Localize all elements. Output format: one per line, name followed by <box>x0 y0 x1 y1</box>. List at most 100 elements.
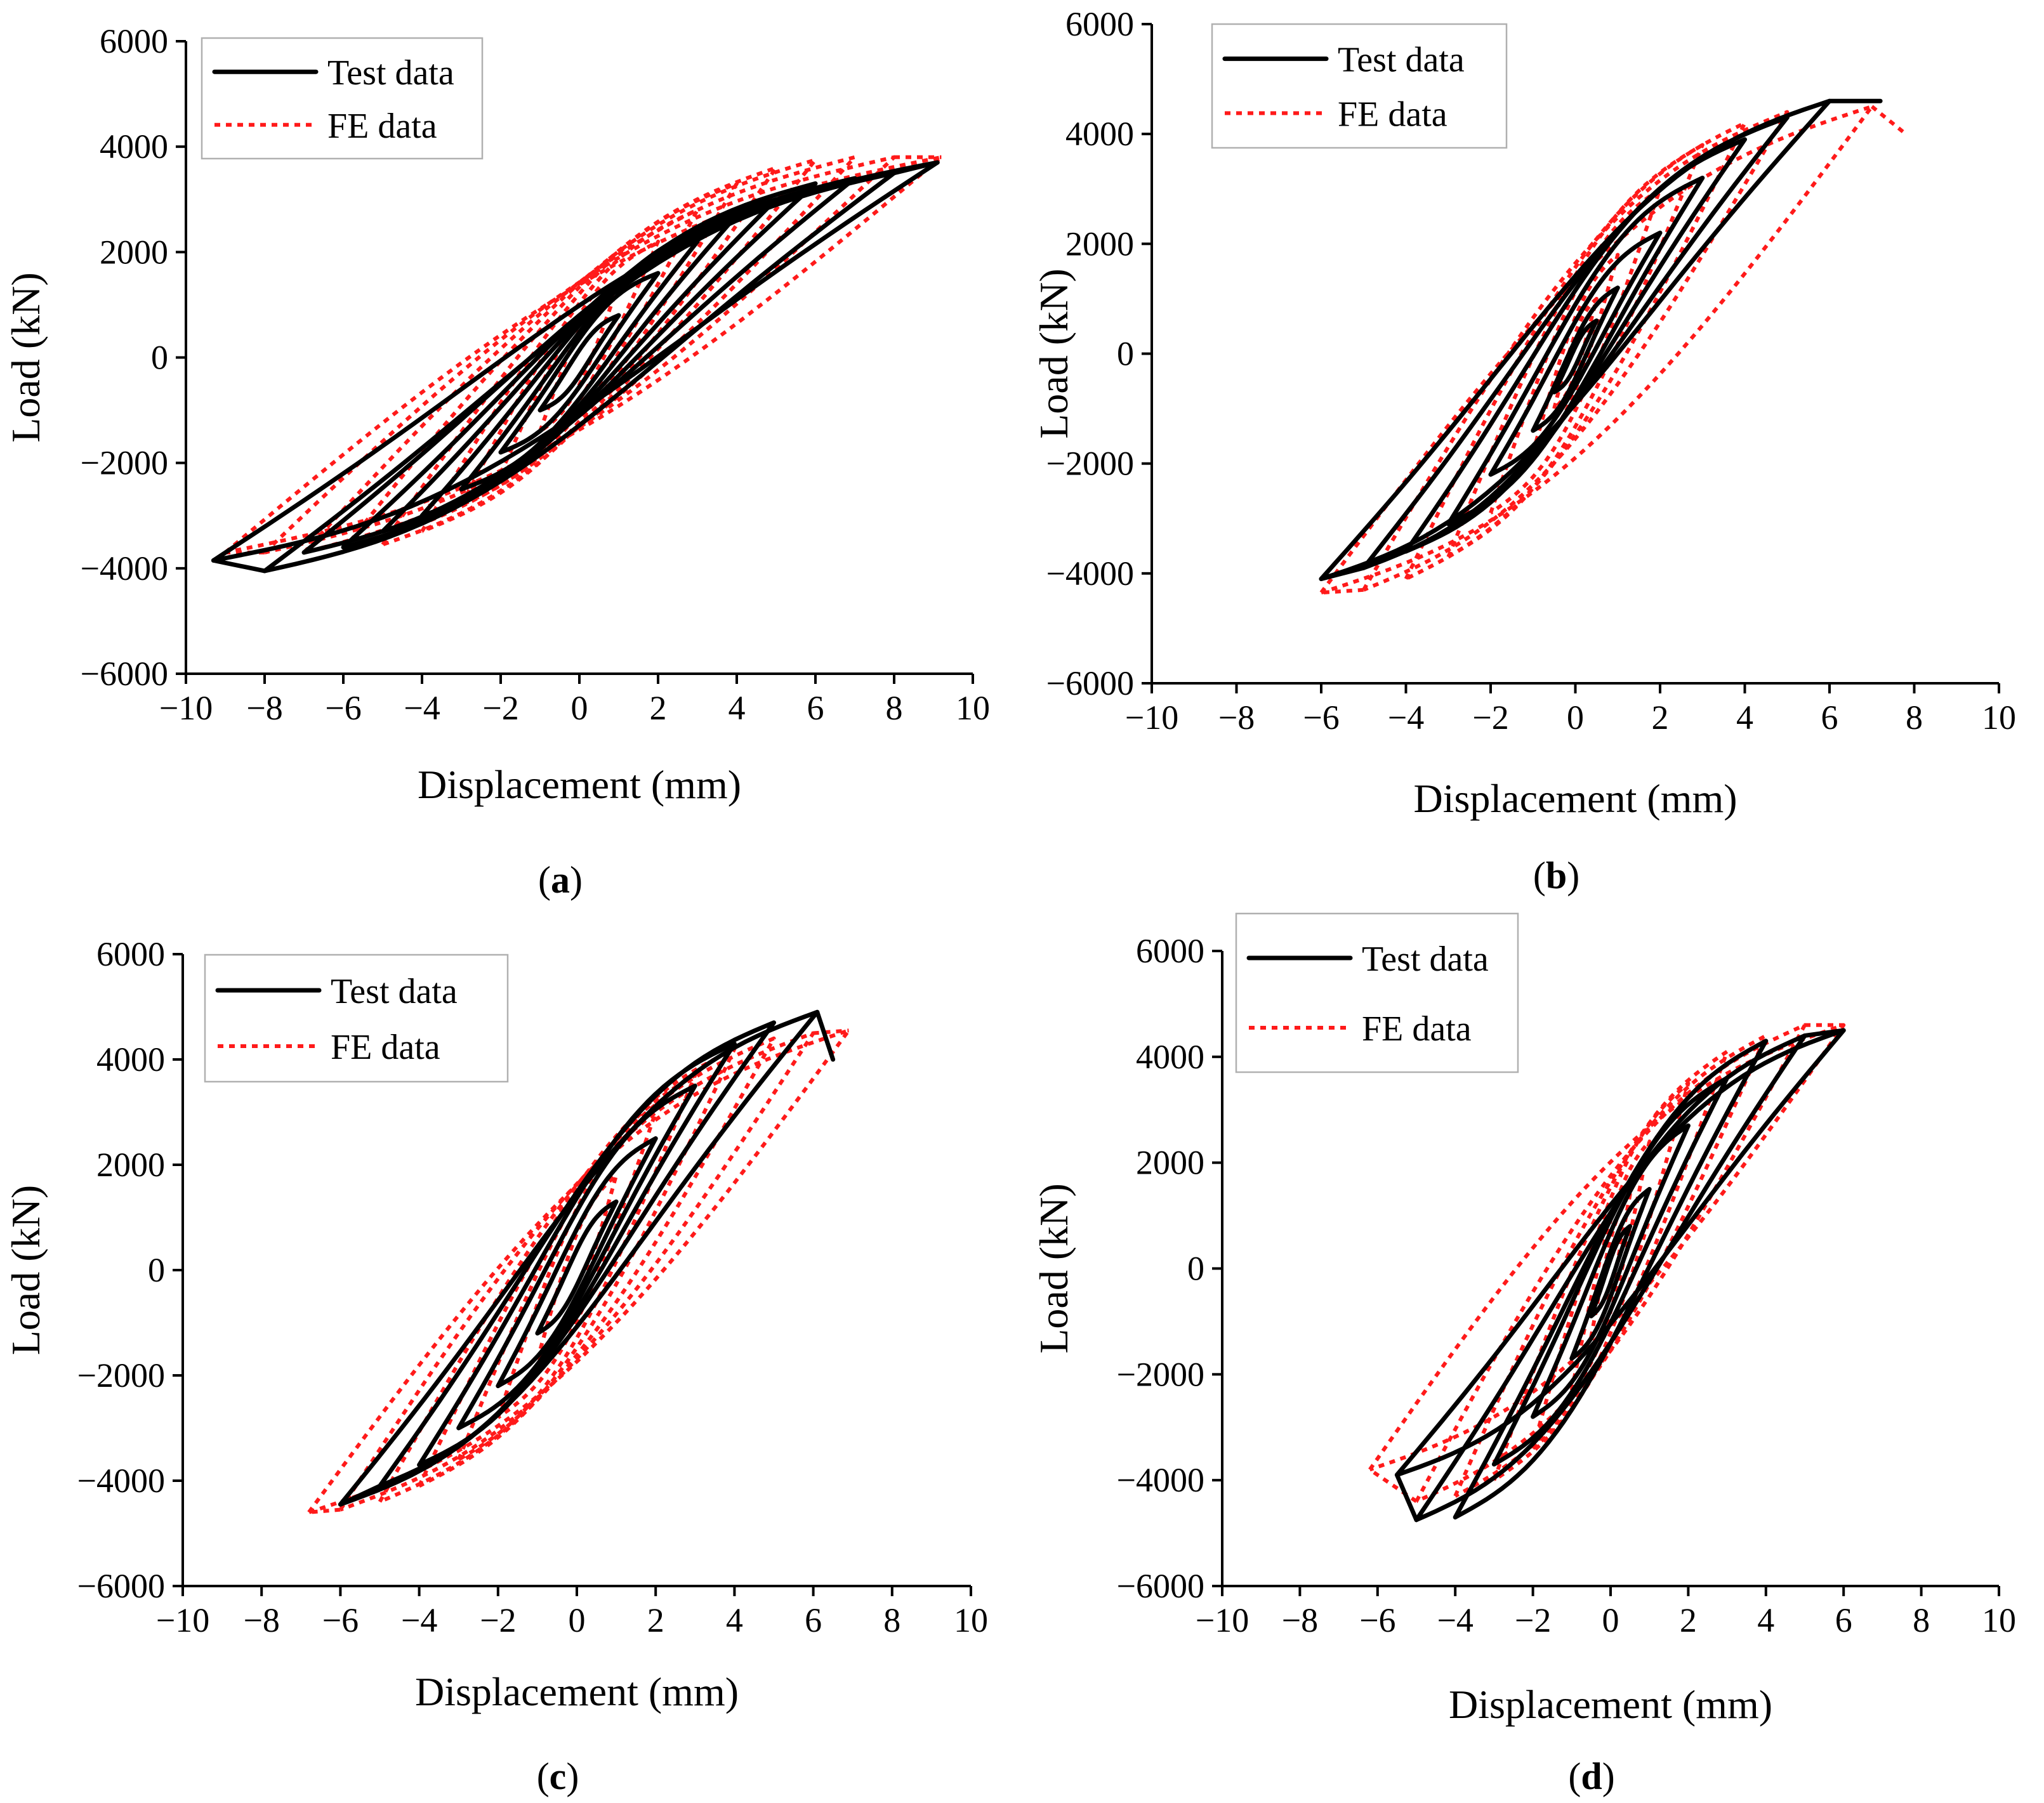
y-axis-title: Load (kN) <box>1031 1183 1076 1353</box>
x-tick-label: −4 <box>1388 698 1424 737</box>
y-tick-label: 4000 <box>1065 115 1134 153</box>
x-tick-label: −10 <box>159 689 213 727</box>
x-tick-label: 2 <box>1652 698 1669 737</box>
x-tick-label: −10 <box>156 1601 209 1639</box>
y-tick-label: −4000 <box>1117 1461 1204 1499</box>
x-axis-title: Displacement (mm) <box>415 1669 739 1714</box>
x-tick-label: 10 <box>1982 698 2016 737</box>
x-tick-label: 10 <box>1982 1601 2016 1639</box>
fe-data-tail <box>1870 105 1908 136</box>
panel-label: (a) <box>538 859 583 901</box>
test-data-loop <box>1552 318 1599 395</box>
y-tick-label: −2000 <box>81 444 168 482</box>
y-tick-label: 4000 <box>1136 1038 1204 1076</box>
x-tick-label: 10 <box>956 689 990 727</box>
y-tick-label: 4000 <box>96 1040 165 1079</box>
series-test-data <box>1319 98 1883 581</box>
y-axis-title: Load (kN) <box>1031 268 1076 438</box>
y-tick-label: 0 <box>1117 335 1134 373</box>
x-tick-label: 0 <box>1567 698 1584 737</box>
y-axis-title: Load (kN) <box>3 1185 48 1355</box>
y-axis-title: Load (kN) <box>3 272 48 442</box>
fe-data-loop <box>1446 143 1704 559</box>
y-tick-label: 6000 <box>1136 932 1204 970</box>
x-tick-label: 4 <box>1757 1601 1774 1639</box>
test-data-loop <box>1531 285 1620 433</box>
y-tick-label: 2000 <box>96 1146 165 1184</box>
series-test-data <box>338 1009 836 1507</box>
fe-data-loop <box>1569 1139 1652 1392</box>
x-tick-label: −8 <box>1218 698 1255 737</box>
legend: Test data FE data <box>201 37 484 160</box>
test-data-loop <box>537 313 621 413</box>
x-tick-label: −8 <box>243 1601 279 1639</box>
axes: −10 −8 −6 −4 −2 0 2 4 6 8 10 −6000 −4000 −2000 0 2000 40… <box>1117 932 2016 1639</box>
x-tick-label: 10 <box>954 1601 988 1639</box>
x-tick-label: 2 <box>1680 1601 1697 1639</box>
test-data-loop <box>1404 137 1747 554</box>
x-tick-label: −2 <box>1472 698 1508 737</box>
legend-label-test-data: Test data <box>1338 41 1465 80</box>
test-data-loop <box>341 181 818 550</box>
test-data-loop <box>1453 1039 1769 1520</box>
y-tick-label: 6000 <box>100 22 168 60</box>
x-tick-label: 8 <box>1906 698 1923 737</box>
test-data-loop <box>1588 1224 1633 1319</box>
legend-label-fe-data: FE data <box>331 1028 440 1067</box>
legend-label-test-data: Test data <box>1362 940 1489 979</box>
y-tick-label: −6000 <box>1046 664 1134 702</box>
x-axis-title: Displacement (mm) <box>1449 1682 1772 1727</box>
test-data-tail <box>1319 565 1366 581</box>
y-tick-label: −6000 <box>81 655 168 693</box>
x-tick-label: 4 <box>1736 698 1753 737</box>
legend-box <box>201 37 484 160</box>
fe-data-loop <box>1368 1023 1846 1472</box>
x-tick-label: 8 <box>886 689 903 727</box>
legend-box <box>1235 912 1519 1073</box>
panel-label: (c) <box>537 1755 579 1797</box>
y-tick-label: −4000 <box>81 549 168 587</box>
fe-data-loop <box>417 1047 737 1488</box>
axes: −10 −8 −6 −4 −2 0 2 4 6 8 10 −6000 −4000 −2000 0 2000 40… <box>77 935 988 1639</box>
fe-data-loop <box>1552 296 1599 410</box>
test-data-tail <box>338 1483 382 1507</box>
y-tick-label: −6000 <box>77 1567 165 1605</box>
y-tick-label: 4000 <box>100 128 168 166</box>
x-tick-label: −6 <box>1303 698 1339 737</box>
x-tick-label: −6 <box>1359 1601 1395 1639</box>
x-tick-label: 0 <box>571 689 588 727</box>
x-tick-label: 6 <box>807 689 824 727</box>
fe-data-loop <box>1489 187 1662 515</box>
x-tick-label: 0 <box>569 1601 586 1639</box>
legend-box <box>1211 23 1508 149</box>
y-tick-label: −6000 <box>1117 1567 1204 1605</box>
test-data-loop <box>498 271 661 455</box>
fe-data-tail <box>1321 587 1364 595</box>
fe-data-loop <box>456 1073 697 1462</box>
panel-label: (d) <box>1568 1755 1614 1797</box>
chart-panel-a: −10 −8 −6 −4 −2 0 2 4 6 8 10 −6000 −4000 −2000 0 2000 40… <box>3 22 990 901</box>
series-test-data <box>1394 1028 1846 1523</box>
legend: Test data FE data <box>1211 23 1508 149</box>
axes: −10 −8 −6 −4 −2 0 2 4 6 8 10 −6000 −4000 −2000 0 2000 40… <box>81 22 990 727</box>
fe-data-loop <box>1362 110 1790 592</box>
test-data-loop <box>1531 1123 1691 1419</box>
x-tick-label: 2 <box>650 689 667 727</box>
x-tick-label: −6 <box>322 1601 359 1639</box>
test-data-loop <box>496 1136 658 1389</box>
y-tick-label: −2000 <box>1046 445 1134 483</box>
chart-panel-c: −10 −8 −6 −4 −2 0 2 4 6 8 10 −6000 −4000 −2000 0 2000 40… <box>3 935 988 1797</box>
fe-data-loop <box>378 1036 776 1504</box>
x-tick-label: 0 <box>1602 1601 1619 1639</box>
test-data-tail <box>1394 1472 1419 1523</box>
x-tick-label: −4 <box>1437 1601 1473 1639</box>
test-data-tail <box>815 1009 836 1062</box>
test-data-tail <box>211 558 267 574</box>
y-tick-label: 2000 <box>1136 1144 1204 1182</box>
y-tick-label: 6000 <box>96 935 165 973</box>
legend-label-test-data: Test data <box>331 972 458 1011</box>
y-tick-label: 0 <box>1187 1250 1204 1288</box>
y-tick-label: 0 <box>151 339 168 377</box>
y-tick-label: −2000 <box>77 1356 165 1394</box>
